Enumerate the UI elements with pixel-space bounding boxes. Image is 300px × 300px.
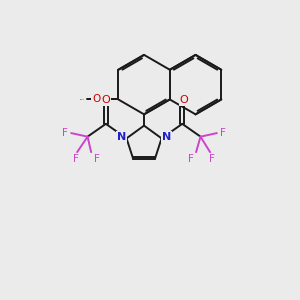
Text: F: F	[208, 154, 214, 164]
Text: F: F	[73, 154, 79, 164]
Text: O: O	[91, 94, 100, 104]
Text: N: N	[117, 132, 126, 142]
Text: N: N	[162, 132, 172, 142]
Text: O: O	[92, 94, 100, 104]
Text: methyl: methyl	[80, 99, 85, 100]
Text: O: O	[179, 95, 188, 105]
Text: F: F	[62, 128, 68, 138]
Text: F: F	[220, 128, 226, 138]
Text: F: F	[188, 154, 194, 164]
Text: O: O	[101, 95, 110, 105]
Text: F: F	[94, 154, 99, 164]
